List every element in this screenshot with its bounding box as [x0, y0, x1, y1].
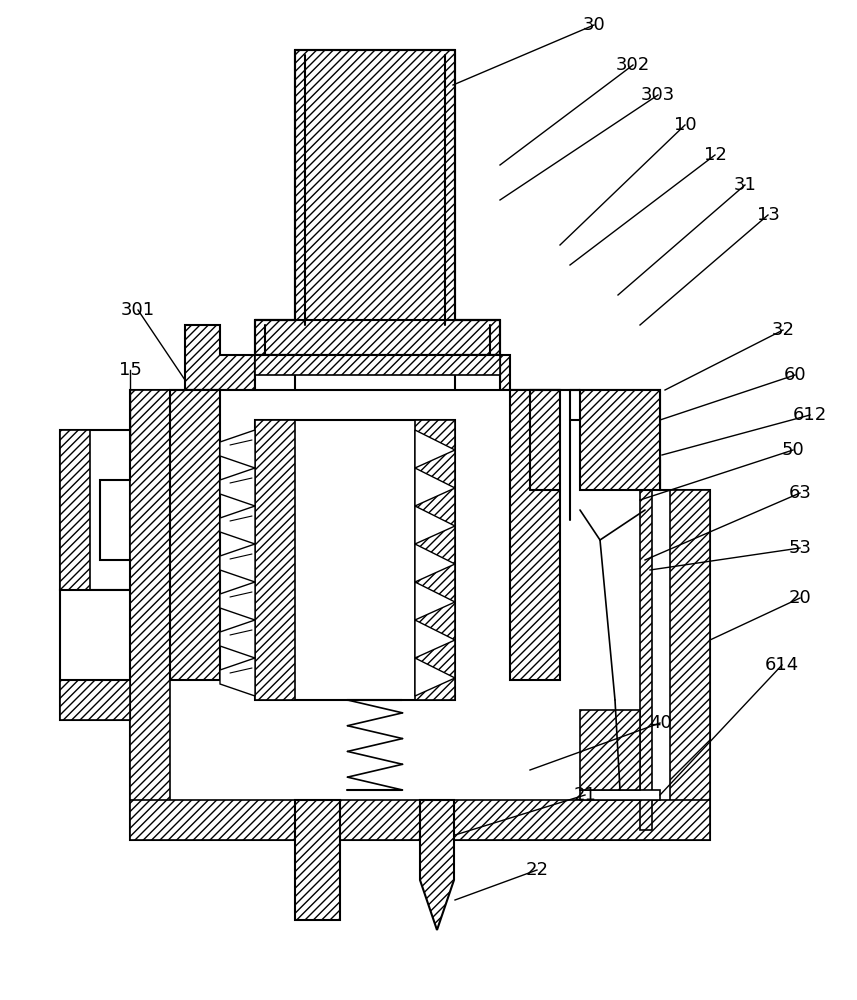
Polygon shape: [415, 658, 455, 696]
Polygon shape: [170, 390, 220, 680]
Polygon shape: [415, 468, 455, 506]
Polygon shape: [415, 582, 455, 620]
Text: 614: 614: [765, 656, 799, 674]
Polygon shape: [220, 430, 255, 468]
Text: 10: 10: [674, 116, 696, 134]
Text: 612: 612: [793, 406, 827, 424]
Text: 21: 21: [573, 786, 596, 804]
Text: 50: 50: [782, 441, 805, 459]
Polygon shape: [415, 620, 455, 658]
Polygon shape: [255, 355, 295, 420]
Polygon shape: [415, 506, 455, 544]
Polygon shape: [580, 390, 660, 490]
Polygon shape: [60, 430, 130, 590]
Polygon shape: [130, 390, 170, 840]
Polygon shape: [220, 468, 255, 506]
Polygon shape: [220, 582, 255, 620]
Polygon shape: [60, 680, 130, 720]
Polygon shape: [510, 390, 560, 680]
Bar: [640, 490, 652, 830]
Text: 15: 15: [118, 361, 141, 379]
Polygon shape: [255, 420, 455, 700]
Polygon shape: [130, 800, 710, 840]
Text: 12: 12: [704, 146, 727, 164]
Text: 63: 63: [788, 484, 812, 502]
Polygon shape: [220, 506, 255, 544]
Polygon shape: [60, 590, 130, 720]
Text: 301: 301: [121, 301, 155, 319]
Polygon shape: [130, 390, 710, 840]
Polygon shape: [220, 544, 255, 582]
Text: 53: 53: [788, 539, 812, 557]
Polygon shape: [295, 800, 340, 920]
Polygon shape: [500, 355, 660, 520]
Text: 302: 302: [616, 56, 650, 74]
Polygon shape: [420, 800, 454, 930]
Text: 40: 40: [649, 714, 671, 732]
Polygon shape: [415, 544, 455, 582]
Polygon shape: [60, 430, 90, 590]
Polygon shape: [670, 490, 710, 840]
Polygon shape: [255, 355, 500, 375]
Polygon shape: [580, 710, 640, 790]
Polygon shape: [455, 355, 500, 420]
Polygon shape: [255, 50, 500, 355]
Polygon shape: [220, 620, 255, 658]
Polygon shape: [220, 658, 255, 696]
Text: 22: 22: [525, 861, 548, 879]
Text: 13: 13: [757, 206, 779, 224]
Polygon shape: [255, 420, 295, 700]
Text: 31: 31: [734, 176, 757, 194]
Polygon shape: [415, 420, 455, 700]
Text: 303: 303: [641, 86, 675, 104]
Polygon shape: [185, 325, 255, 390]
Text: 32: 32: [771, 321, 794, 339]
Text: 20: 20: [788, 589, 812, 607]
Text: 60: 60: [783, 366, 806, 384]
Polygon shape: [415, 430, 455, 468]
Text: 30: 30: [583, 16, 605, 34]
Polygon shape: [580, 790, 660, 800]
